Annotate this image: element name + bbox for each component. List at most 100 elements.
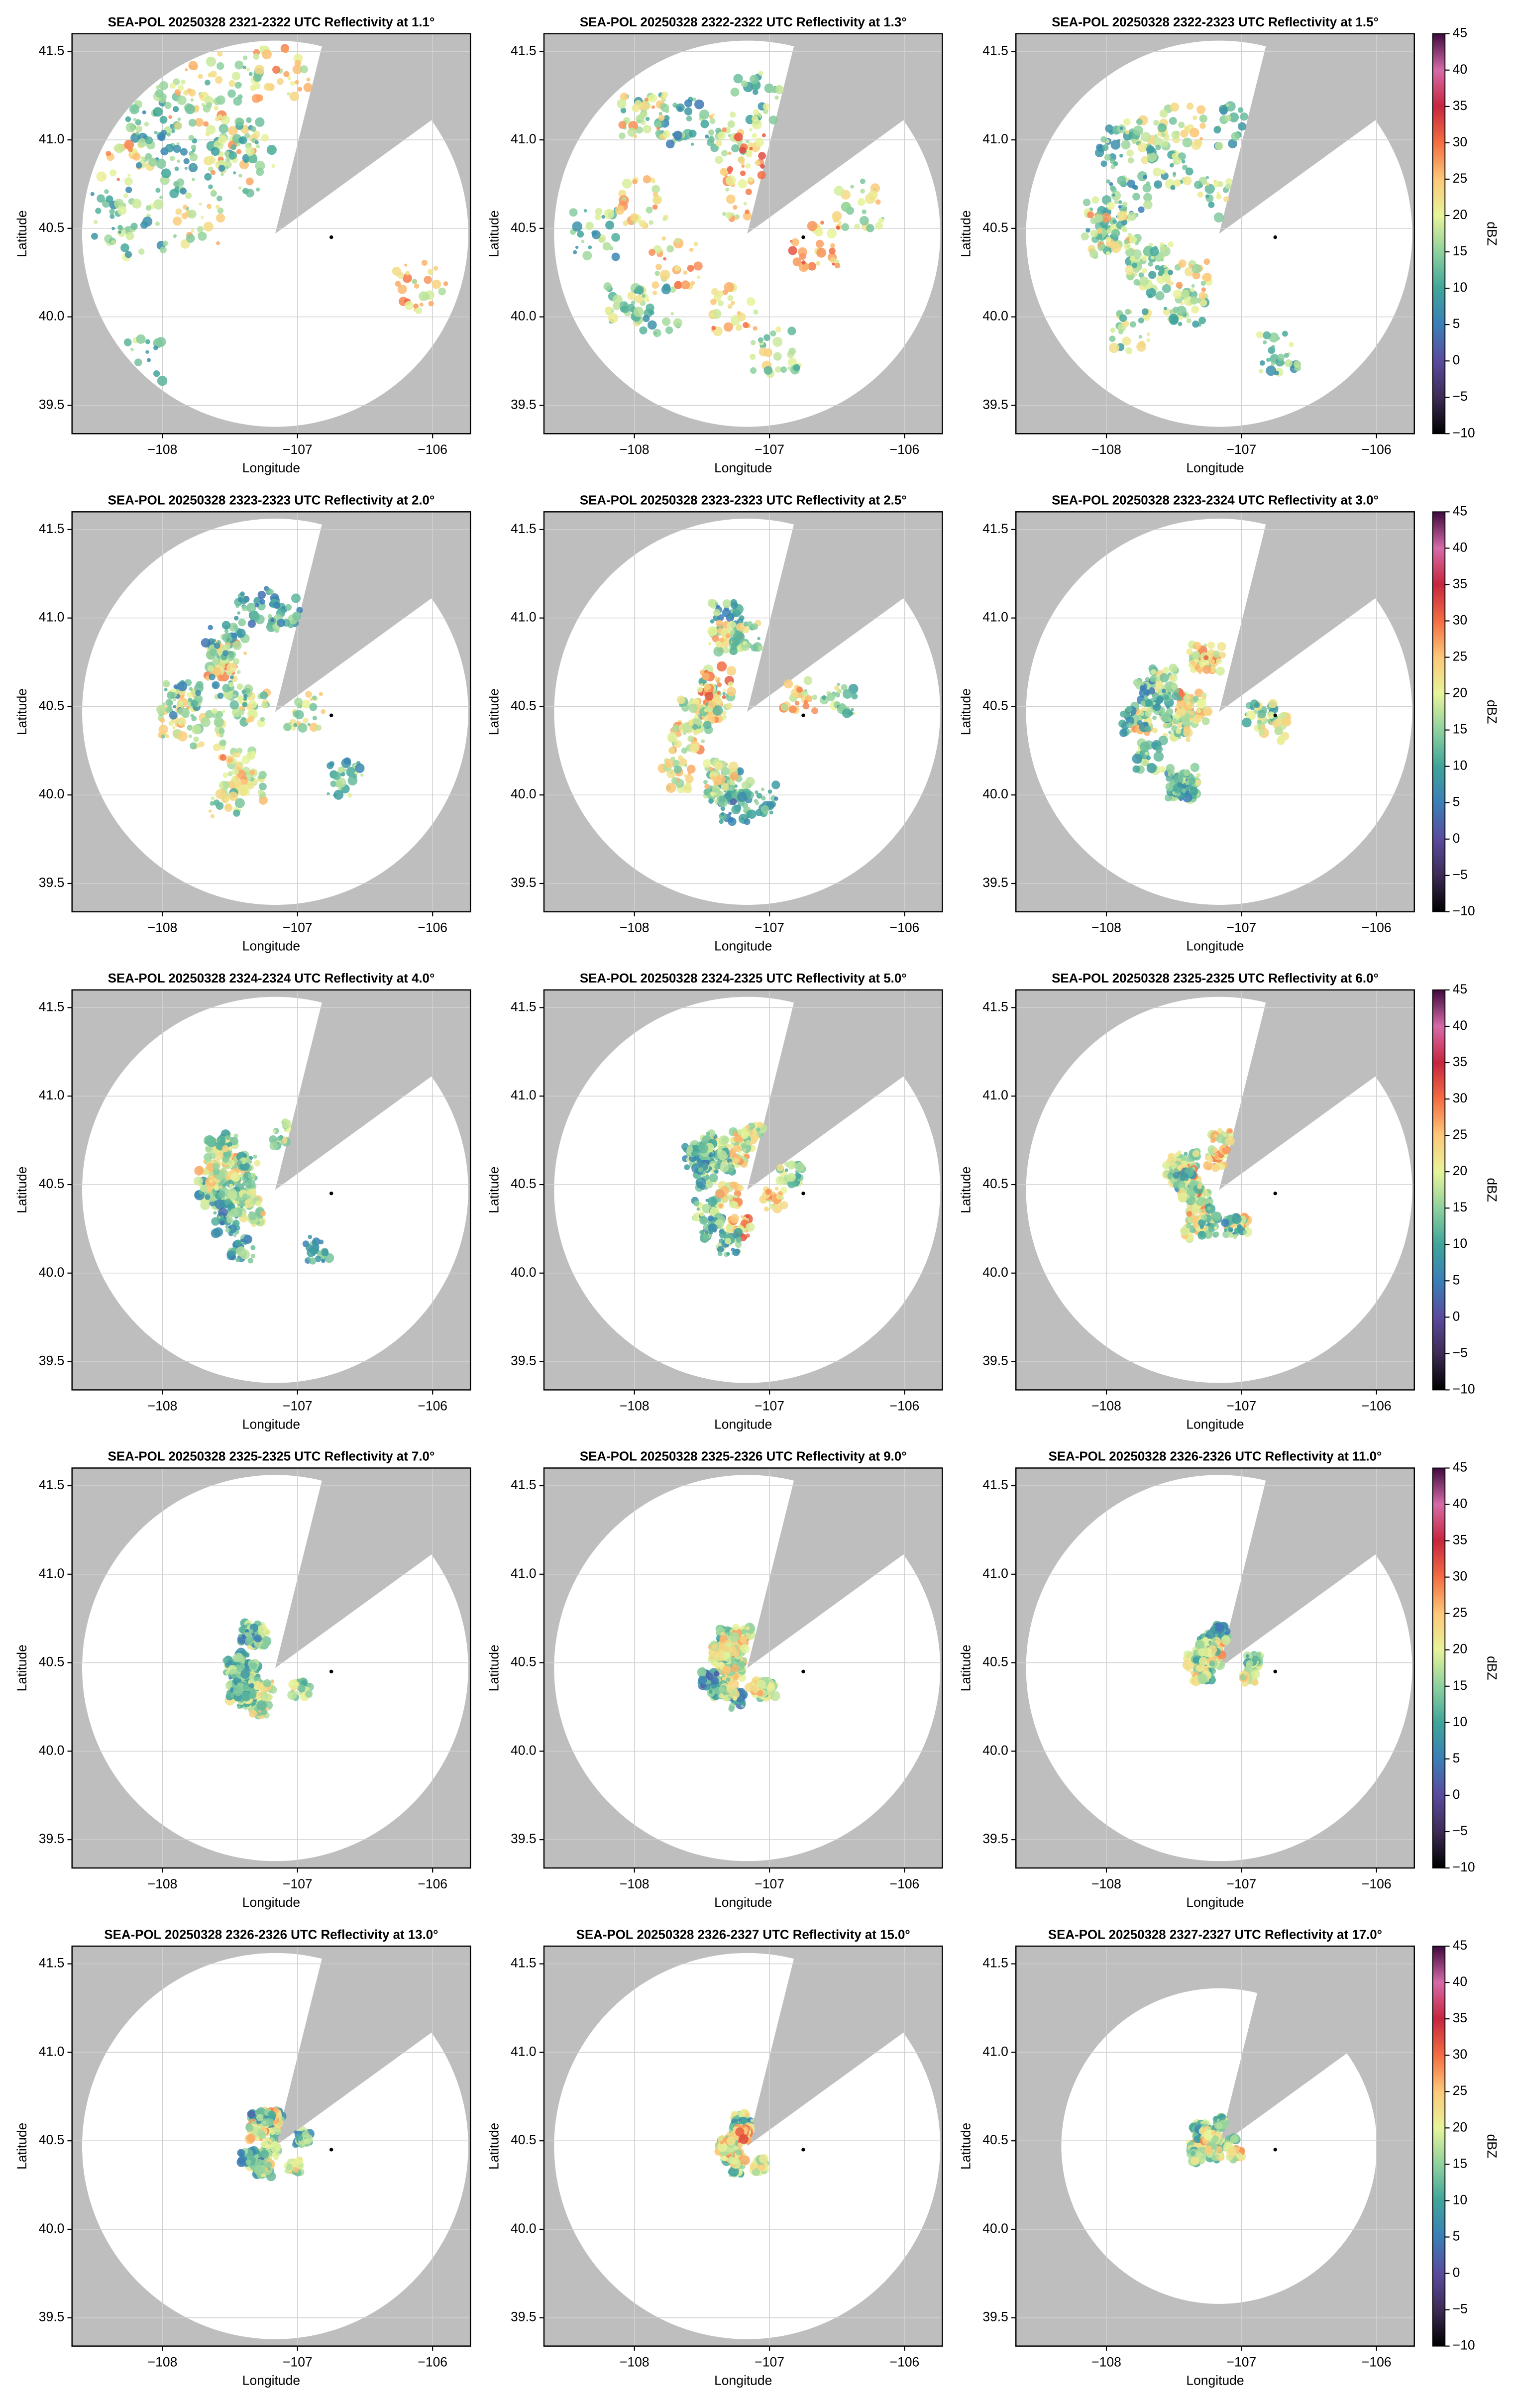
echo <box>651 185 660 194</box>
echo <box>315 1255 322 1262</box>
echo <box>1191 766 1194 769</box>
x-tick-label: −106 <box>418 1876 447 1891</box>
reflectivity-field <box>194 1118 334 1265</box>
echo <box>255 117 265 127</box>
echo <box>762 1200 766 1204</box>
y-tick-label: 39.5 <box>511 1353 537 1368</box>
echo <box>297 1678 301 1682</box>
colorbar-tick-label: 15 <box>1453 1200 1467 1214</box>
echo <box>218 728 225 734</box>
echo <box>129 104 140 114</box>
chart-title: SEA-POL 20250328 2321-2322 UTC Reflectiv… <box>108 15 435 29</box>
echo <box>312 1240 318 1246</box>
echo <box>1191 284 1195 288</box>
echo <box>269 1135 277 1144</box>
x-axis-label: Longitude <box>242 1895 300 1910</box>
y-axis-label: Latitude <box>959 688 974 735</box>
echo <box>207 156 216 165</box>
echo <box>231 1246 236 1252</box>
echo <box>300 65 308 74</box>
echo <box>198 231 207 241</box>
echo <box>1215 142 1223 150</box>
echo <box>581 239 585 243</box>
echo <box>720 806 725 811</box>
echo <box>160 129 167 136</box>
echo <box>208 205 212 210</box>
echo <box>283 71 290 78</box>
x-axis-label: Longitude <box>242 1417 300 1431</box>
echo <box>708 114 713 119</box>
echo <box>770 330 776 337</box>
echo <box>227 1680 232 1685</box>
echo <box>711 309 722 319</box>
y-axis-label: Latitude <box>959 210 974 257</box>
echo <box>95 208 102 214</box>
echo <box>725 187 730 192</box>
blocked-sector <box>275 989 471 1190</box>
echo <box>182 205 188 210</box>
echo <box>788 347 796 355</box>
echo <box>684 107 693 115</box>
echo <box>214 106 219 110</box>
echo <box>1219 652 1226 659</box>
echo <box>643 175 651 184</box>
echo <box>741 80 748 88</box>
echo <box>307 723 311 726</box>
echo <box>774 1187 779 1191</box>
echo <box>249 611 260 622</box>
echo <box>718 795 726 803</box>
echo <box>195 690 202 696</box>
echo <box>156 85 160 90</box>
echo <box>173 234 177 237</box>
echo <box>717 691 721 695</box>
echo <box>160 718 165 723</box>
axes-frame <box>71 511 471 913</box>
echo <box>210 71 217 78</box>
echo <box>722 127 727 132</box>
echo <box>726 1252 730 1256</box>
echo <box>117 206 127 216</box>
echo <box>775 327 781 332</box>
echo <box>404 263 408 267</box>
echo <box>705 1181 713 1189</box>
echo <box>727 166 734 173</box>
echo <box>167 691 175 699</box>
echo <box>693 1200 700 1206</box>
blocked-sector <box>275 1468 471 1668</box>
echo <box>242 702 248 707</box>
y-axis-label: Latitude <box>486 1167 501 1213</box>
echo <box>703 1223 710 1231</box>
echo <box>1166 708 1174 716</box>
echo <box>1163 307 1167 311</box>
echo <box>198 74 203 79</box>
echo <box>262 49 272 60</box>
echo <box>1289 341 1294 347</box>
echo <box>1216 194 1222 200</box>
reflectivity-field <box>1162 1128 1253 1243</box>
echo <box>1223 1228 1228 1232</box>
echo <box>199 202 203 206</box>
echo <box>1139 685 1146 691</box>
panel <box>72 1468 471 1868</box>
echo <box>784 1168 788 1172</box>
echo <box>263 1628 271 1636</box>
echo <box>231 780 242 791</box>
echo <box>347 793 352 798</box>
echo <box>1169 663 1178 672</box>
echo <box>96 171 107 182</box>
echo <box>230 144 237 150</box>
echo <box>169 83 176 89</box>
echo <box>1142 268 1147 274</box>
echo <box>1145 710 1152 717</box>
echo <box>727 295 734 301</box>
echo <box>1170 773 1174 777</box>
echo <box>1141 255 1148 261</box>
echo <box>290 81 296 86</box>
echo <box>787 327 796 335</box>
echo <box>229 675 234 679</box>
echo <box>164 102 172 109</box>
echo <box>277 1135 283 1142</box>
echo <box>760 787 764 791</box>
echo <box>1133 185 1138 190</box>
echo <box>739 1660 746 1667</box>
